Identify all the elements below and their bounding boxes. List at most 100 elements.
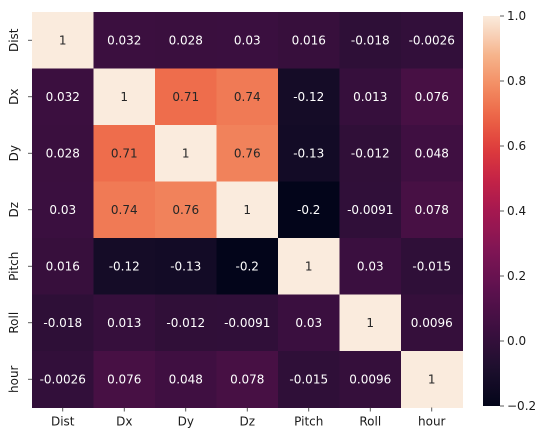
- cell-value-label: 0.71: [172, 90, 199, 104]
- cell-value-label: 1: [243, 203, 251, 217]
- colorbar: −0.2 0.0 0.2 0.4 0.6 0.8 1.0: [483, 9, 536, 413]
- cell-value-label: 0.078: [415, 203, 449, 217]
- cell-value-label: -0.0091: [347, 203, 393, 217]
- x-tick-label: Roll: [359, 415, 381, 429]
- cell-value-label: -0.13: [170, 259, 201, 273]
- heatmap-cell: [32, 12, 94, 69]
- cell-value-label: 0.028: [46, 146, 80, 160]
- heatmap-cell: [93, 125, 156, 182]
- heatmap-cell: [339, 12, 402, 69]
- y-axis-ticks: Dist Dx Dy Dz Pitch Roll hour: [7, 28, 32, 393]
- heatmap-cell: [155, 351, 217, 408]
- y-tick-label: Dy: [7, 145, 21, 161]
- heatmap-cell: [401, 238, 463, 295]
- cell-value-label: -0.015: [289, 372, 328, 386]
- cell-value-label: -0.012: [166, 316, 205, 330]
- cell-value-label: 0.74: [111, 203, 138, 217]
- y-tick-label: Pitch: [7, 252, 21, 281]
- cell-value-label: -0.13: [293, 146, 324, 160]
- colorbar-tick-label: 1.0: [507, 9, 526, 23]
- cell-value-label: -0.2: [297, 203, 320, 217]
- cell-value-label: 0.74: [234, 90, 261, 104]
- x-tick-label: Dz: [239, 415, 255, 429]
- cell-value-label: 1: [59, 33, 67, 47]
- heatmap-cell: [278, 12, 340, 69]
- heatmap-cell: [216, 12, 279, 69]
- heatmap-cell: [278, 181, 340, 239]
- cell-value-label: 1: [120, 90, 128, 104]
- heatmap-cell: [401, 294, 463, 352]
- cell-value-label: 0.028: [169, 33, 203, 47]
- cell-value-label: -0.015: [412, 259, 451, 273]
- heatmap-cell: [216, 68, 279, 126]
- cell-value-label: 0.048: [415, 146, 449, 160]
- x-tick-label: Dx: [116, 415, 132, 429]
- colorbar-gradient: [483, 16, 500, 406]
- heatmap-cell: [339, 351, 402, 408]
- cell-value-label: -0.018: [43, 316, 82, 330]
- cell-value-label: 0.048: [169, 372, 203, 386]
- cell-value-label: -0.0091: [224, 316, 270, 330]
- cell-value-label: 0.016: [46, 259, 80, 273]
- cell-value-label: 0.016: [292, 33, 326, 47]
- heatmap-cell: [155, 125, 217, 182]
- heatmap-cell: [339, 181, 402, 239]
- cell-value-label: -0.2: [236, 259, 259, 273]
- cell-value-label: 0.03: [357, 259, 384, 273]
- heatmap-cell: [339, 68, 402, 126]
- heatmap-cell: [401, 12, 463, 69]
- cell-value-label: 0.078: [230, 372, 264, 386]
- cell-value-label: -0.0026: [40, 372, 86, 386]
- cell-value-label: -0.12: [293, 90, 324, 104]
- heatmap-cell: [155, 68, 217, 126]
- colorbar-tick-label: 0.0: [507, 334, 526, 348]
- cell-value-label: 1: [428, 372, 436, 386]
- heatmap-cell: [93, 238, 156, 295]
- x-tick-label: Pitch: [294, 415, 323, 429]
- cell-value-label: 1: [305, 259, 313, 273]
- heatmap-cell: [155, 294, 217, 352]
- cell-value-label: 0.76: [234, 146, 261, 160]
- cell-value-label: 0.076: [107, 372, 141, 386]
- cell-value-label: -0.018: [351, 33, 390, 47]
- cell-value-label: 1: [182, 146, 190, 160]
- colorbar-tick-label: −0.2: [507, 399, 536, 413]
- cell-value-label: 0.032: [46, 90, 80, 104]
- heatmap-cell: [278, 351, 340, 408]
- cell-value-label: 0.03: [49, 203, 76, 217]
- heatmap-cell: [93, 12, 156, 69]
- colorbar-tick-label: 0.6: [507, 139, 526, 153]
- x-tick-label: Dist: [51, 415, 75, 429]
- heatmap-cells: 1 0.032 0.028 0.03 0.016 -0.018 -0.0026 0.032 1 0…: [32, 12, 463, 408]
- cell-value-label: 0.076: [415, 90, 449, 104]
- colorbar-tick-label: 0.4: [507, 204, 526, 218]
- heatmap-cell: [32, 68, 94, 126]
- y-tick-label: Roll: [7, 312, 21, 334]
- heatmap-cell: [93, 351, 156, 408]
- x-tick-label: Dy: [178, 415, 194, 429]
- y-tick-label: Dz: [7, 202, 21, 218]
- cell-value-label: 0.0096: [411, 316, 453, 330]
- heatmap-cell: [155, 12, 217, 69]
- heatmap-cell: [32, 125, 94, 182]
- cell-value-label: 0.71: [111, 146, 138, 160]
- cell-value-label: 0.03: [234, 33, 261, 47]
- cell-value-label: -0.0026: [409, 33, 455, 47]
- x-axis-ticks: Dist Dx Dy Dz Pitch Roll hour: [51, 407, 446, 429]
- heatmap-cell: [278, 238, 340, 295]
- heatmap-cell: [216, 351, 279, 408]
- heatmap-cell: [401, 125, 463, 182]
- colorbar-tick-label: 0.8: [507, 74, 526, 88]
- y-tick-label: hour: [7, 365, 21, 393]
- cell-value-label: 0.013: [107, 316, 141, 330]
- cell-value-label: 0.03: [295, 316, 322, 330]
- heatmap-cell: [339, 125, 402, 182]
- cell-value-label: 1: [366, 316, 374, 330]
- heatmap-cell: [155, 181, 217, 239]
- heatmap-cell: [32, 351, 94, 408]
- heatmap-cell: [155, 238, 217, 295]
- heatmap-cell: [401, 181, 463, 239]
- heatmap-cell: [93, 68, 156, 126]
- heatmap-cell: [216, 294, 279, 352]
